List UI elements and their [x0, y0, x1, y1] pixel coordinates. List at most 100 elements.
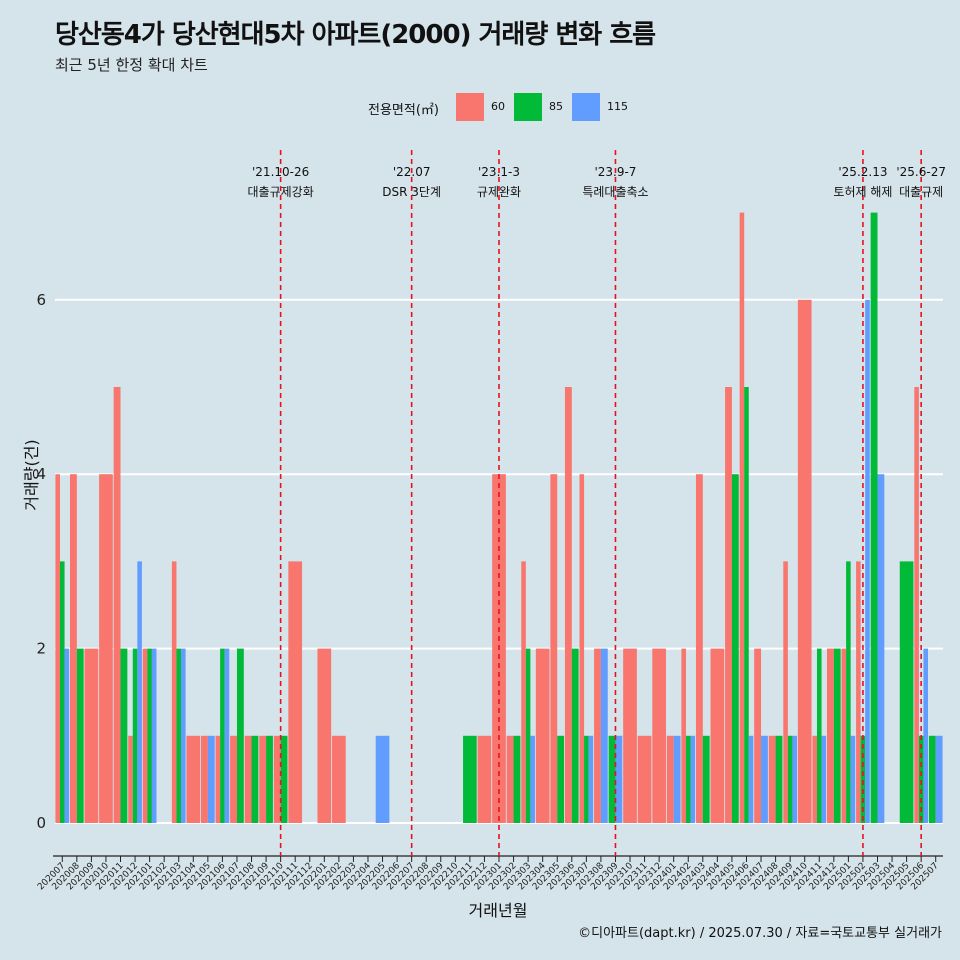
bar-202306-85 — [571, 648, 579, 823]
bar-202409-115 — [792, 735, 797, 823]
y-tick-label: 4 — [36, 465, 46, 483]
bar-202007-85 — [59, 561, 65, 823]
bar-202109-85 — [266, 735, 273, 823]
legend-key-85 — [514, 93, 542, 121]
legend-key-60 — [456, 93, 484, 121]
event-date-5: '25.6-27 — [896, 165, 946, 179]
event-date-4: '25.2.13 — [838, 165, 887, 179]
event-date-3: '23.9-7 — [594, 165, 636, 179]
bar-202103-115 — [181, 648, 186, 823]
bar-202101-115 — [151, 648, 157, 823]
bar-202405-60 — [725, 387, 732, 823]
legend-label-85: 85 — [549, 100, 563, 113]
bar-202411-115 — [821, 735, 827, 823]
bar-202303-115 — [530, 735, 535, 823]
bar-202202-60 — [332, 735, 346, 823]
bar-202011-60 — [113, 387, 121, 823]
bar-202306-60 — [564, 387, 572, 823]
chart-subtitle: 최근 5년 한정 확대 차트 — [55, 56, 208, 74]
bar-202105-60 — [201, 735, 208, 823]
bar-202305-85 — [557, 735, 565, 823]
bar-202103-85 — [176, 648, 182, 823]
bar-202506-60 — [914, 387, 919, 823]
bar-202501-85 — [846, 561, 851, 823]
bar-202503-85 — [870, 212, 878, 824]
bar-202502-60 — [856, 561, 861, 823]
y-axis-label: 거래량(건) — [22, 439, 41, 511]
event-label-1: DSR 3단계 — [382, 185, 441, 199]
bar-202304-60 — [535, 648, 550, 823]
bar-202110-85 — [280, 735, 288, 823]
bar-202401-60 — [666, 735, 674, 823]
bar-202402-60 — [681, 648, 686, 823]
bar-202303-85 — [525, 648, 531, 823]
bar-202406-85 — [744, 387, 749, 823]
bar-202308-60 — [594, 648, 601, 823]
y-tick-label: 6 — [36, 291, 46, 309]
bar-202412-60 — [826, 648, 834, 823]
bar-202309-115 — [615, 735, 623, 823]
bar-202302-60 — [506, 735, 514, 823]
bar-202108-85 — [251, 735, 259, 823]
legend-key-115 — [572, 93, 600, 121]
bar-202406-115 — [748, 735, 754, 823]
bar-202009-60 — [84, 648, 99, 823]
bar-202502-115 — [865, 299, 870, 823]
bar-202505-85 — [899, 561, 914, 823]
bar-202012-85 — [132, 648, 138, 823]
bar-202507-85 — [928, 735, 936, 823]
bar-202501-115 — [850, 735, 856, 823]
bar-202101-85 — [147, 648, 152, 823]
bar-202404-60 — [710, 648, 725, 823]
bar-202408-60 — [768, 735, 776, 823]
source-caption: ©디아파트(dapt.kr) / 2025.07.30 / 자료=국토교통부 실… — [578, 926, 942, 941]
bar-202302-85 — [513, 735, 521, 823]
event-label-4: 토허제 해제 — [833, 185, 892, 199]
event-label-3: 특례대출축소 — [582, 185, 648, 199]
event-date-2: '23.1-3 — [478, 165, 520, 179]
bar-202401-115 — [673, 735, 681, 823]
event-label-5: 대출규제 — [899, 185, 943, 199]
bar-202307-115 — [588, 735, 594, 823]
bar-202108-60 — [244, 735, 252, 823]
bar-202503-115 — [877, 474, 885, 823]
bar-202007-60 — [55, 474, 60, 823]
x-axis-label: 거래년월 — [468, 901, 528, 920]
bar-202110-60 — [273, 735, 281, 823]
bar-202008-85 — [76, 648, 84, 823]
bar-202409-85 — [787, 735, 793, 823]
bar-202111-60 — [288, 561, 303, 823]
event-label-2: 규제완화 — [477, 185, 521, 199]
bar-202105-115 — [207, 735, 215, 823]
legend-label-60: 60 — [491, 100, 505, 113]
chart-title: 당산동4가 당산현대5차 아파트(2000) 거래량 변화 흐름 — [55, 20, 656, 50]
bar-202501-60 — [841, 648, 847, 823]
bar-202507-115 — [935, 735, 943, 823]
bar-202305-60 — [550, 474, 558, 823]
bar-202311-60 — [637, 735, 652, 823]
bar-202212-60 — [477, 735, 492, 823]
bar-202106-60 — [215, 735, 221, 823]
bar-202307-85 — [584, 735, 589, 823]
bar-202412-85 — [833, 648, 841, 823]
bar-202101-60 — [142, 648, 148, 823]
bar-202407-60 — [754, 648, 762, 823]
bar-202104-60 — [186, 735, 201, 823]
bar-202409-60 — [783, 561, 788, 823]
bar-202405-85 — [731, 474, 739, 823]
bar-202312-60 — [652, 648, 666, 823]
event-label-0: 대출규제강화 — [248, 185, 314, 199]
bar-202205-115 — [375, 735, 390, 823]
bar-202308-115 — [600, 648, 608, 823]
bar-202307-60 — [579, 474, 585, 823]
bar-202109-60 — [259, 735, 267, 823]
event-date-0: '21.10-26 — [252, 165, 309, 179]
bar-202403-60 — [695, 474, 703, 823]
bar-202408-85 — [775, 735, 783, 823]
bar-202010-60 — [99, 474, 113, 823]
legend: 전용면적(㎡) 60 85 115 — [0, 93, 960, 121]
bar-202211-85 — [463, 735, 477, 823]
bar-202103-60 — [171, 561, 177, 823]
bar-202402-115 — [690, 735, 696, 823]
